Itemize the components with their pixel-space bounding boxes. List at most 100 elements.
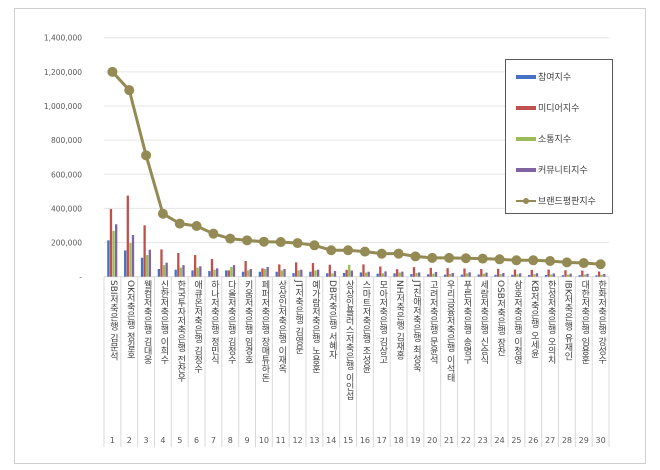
bar-1-3: [160, 249, 163, 277]
brand-index-point-24: [511, 255, 522, 266]
category-number-label: 14: [326, 436, 337, 445]
bar-3-6: [216, 268, 219, 277]
legend-item: 커뮤니티지수: [516, 163, 588, 176]
brand-index-point-26: [545, 255, 556, 266]
category-number-label: 11: [275, 436, 286, 445]
brand-index-point-25: [528, 255, 539, 266]
chart-frame: - 200,000 400,000 600,000 800,000 1,000,000 1,…: [14, 8, 646, 464]
category-name-label: 대한저축은행 임용훈: [579, 280, 590, 364]
bar-2-10: [280, 270, 284, 277]
bar-2-7: [230, 266, 233, 277]
bar-3-8: [249, 269, 252, 277]
bar-0-23: [494, 274, 497, 277]
legend: 참여지수 미디어지수 소통지수 커뮤니티지수 브랜드평판지수: [505, 59, 613, 214]
category-number-label: 8: [227, 436, 233, 445]
bar-2-6: [213, 269, 216, 277]
bar-0-13: [326, 273, 329, 277]
bar-2-12: [314, 270, 317, 277]
category-number-label: 27: [544, 436, 556, 445]
bar-0-4: [174, 269, 177, 277]
brand-index-point-4: [174, 218, 185, 229]
legend-label: 소통지수: [538, 135, 572, 145]
brand-index-point-13: [326, 245, 337, 256]
category-name-label: 상상인저축은행 이재옥: [276, 280, 287, 373]
brand-index-point-1: [124, 85, 135, 96]
legend-item: 참여지수: [516, 70, 571, 83]
bar-2-11: [297, 270, 300, 277]
bar-3-4: [182, 265, 185, 277]
category-number-label: 10: [258, 436, 269, 445]
bar-0-9: [258, 271, 262, 277]
bar-1-8: [244, 260, 247, 277]
category-number-label: 9: [244, 436, 250, 445]
brand-index-point-20: [444, 252, 455, 263]
category-number-label: 25: [511, 436, 522, 445]
bar-0-27: [561, 275, 565, 277]
category-number-label: 26: [528, 436, 539, 445]
bar-1-18: [412, 267, 416, 277]
brand-index-point-8: [242, 235, 253, 246]
category-number-label: 7: [210, 436, 216, 445]
category-name-label: 예가람저축은행 노용훈: [309, 280, 320, 373]
brand-index-point-29: [595, 259, 606, 270]
category-name-label: 삼호저축은행 이정영: [511, 280, 522, 364]
category-number-label: 28: [561, 436, 572, 445]
category-name-label: 페퍼저축은행 장매튜하돈: [259, 280, 270, 382]
category-name-label: OK저축은행 정길호: [124, 280, 135, 359]
bar-2-29: [600, 274, 603, 277]
bar-3-19: [434, 271, 438, 277]
bar-2-3: [162, 265, 166, 277]
y-tick-label: 400,000: [51, 204, 82, 213]
chart-plot: - 200,000 400,000 600,000 800,000 1,000,000 1,…: [44, 34, 610, 447]
bar-1-9: [261, 268, 264, 277]
brand-index-point-22: [477, 253, 488, 264]
bar-3-3: [165, 262, 168, 277]
brand-index-point-21: [460, 253, 471, 264]
brand-index-point-3: [157, 208, 168, 219]
bar-2-15: [364, 272, 368, 277]
brand-index-point-15: [359, 246, 370, 257]
bar-3-14: [350, 270, 353, 277]
bar-0-24: [511, 274, 514, 277]
bar-2-25: [533, 274, 536, 277]
bar-1-2: [143, 225, 146, 277]
bar-3-11: [300, 269, 303, 277]
bar-0-8: [241, 271, 245, 277]
bar-2-16: [381, 273, 385, 277]
legend-swatch-icon: [516, 167, 536, 172]
bar-3-24: [519, 273, 522, 277]
bar-3-15: [367, 271, 370, 277]
bar-0-3: [157, 269, 161, 277]
brand-index-point-12: [309, 240, 320, 251]
category-name-label: 한국투자저축은행 전찬우: [175, 280, 186, 382]
category-number-label: 12: [292, 436, 303, 445]
bar-1-22: [480, 269, 483, 277]
bar-1-0: [109, 208, 113, 277]
bar-2-4: [179, 267, 183, 277]
bar-0-15: [359, 272, 363, 277]
bar-0-10: [275, 271, 278, 277]
category-number-label: 20: [427, 436, 438, 445]
bar-1-28: [581, 270, 584, 277]
bar-1-7: [227, 270, 230, 277]
category-name-label: OSB저축은행 장찬: [495, 280, 506, 356]
bar-3-0: [115, 224, 118, 277]
bar-0-17: [393, 273, 396, 277]
category-number-label: 21: [443, 436, 455, 445]
bar-3-26: [552, 273, 555, 277]
category-name-label: DB저축은행 서혜자: [326, 280, 337, 359]
bar-3-23: [502, 272, 505, 277]
bar-2-13: [331, 273, 334, 277]
brand-index-point-2: [141, 150, 152, 161]
brand-index-point-18: [410, 251, 421, 262]
bar-0-28: [578, 275, 581, 277]
y-tick-label: 200,000: [51, 239, 82, 248]
y-tick-label: -: [79, 273, 82, 282]
bar-1-23: [496, 268, 500, 277]
bar-0-19: [427, 274, 430, 277]
bar-0-0: [107, 240, 110, 277]
bar-2-8: [247, 270, 250, 277]
category-name-label: 세람저축은행 신승식: [478, 280, 489, 364]
brand-index-point-19: [427, 252, 438, 263]
bar-1-26: [547, 269, 550, 277]
